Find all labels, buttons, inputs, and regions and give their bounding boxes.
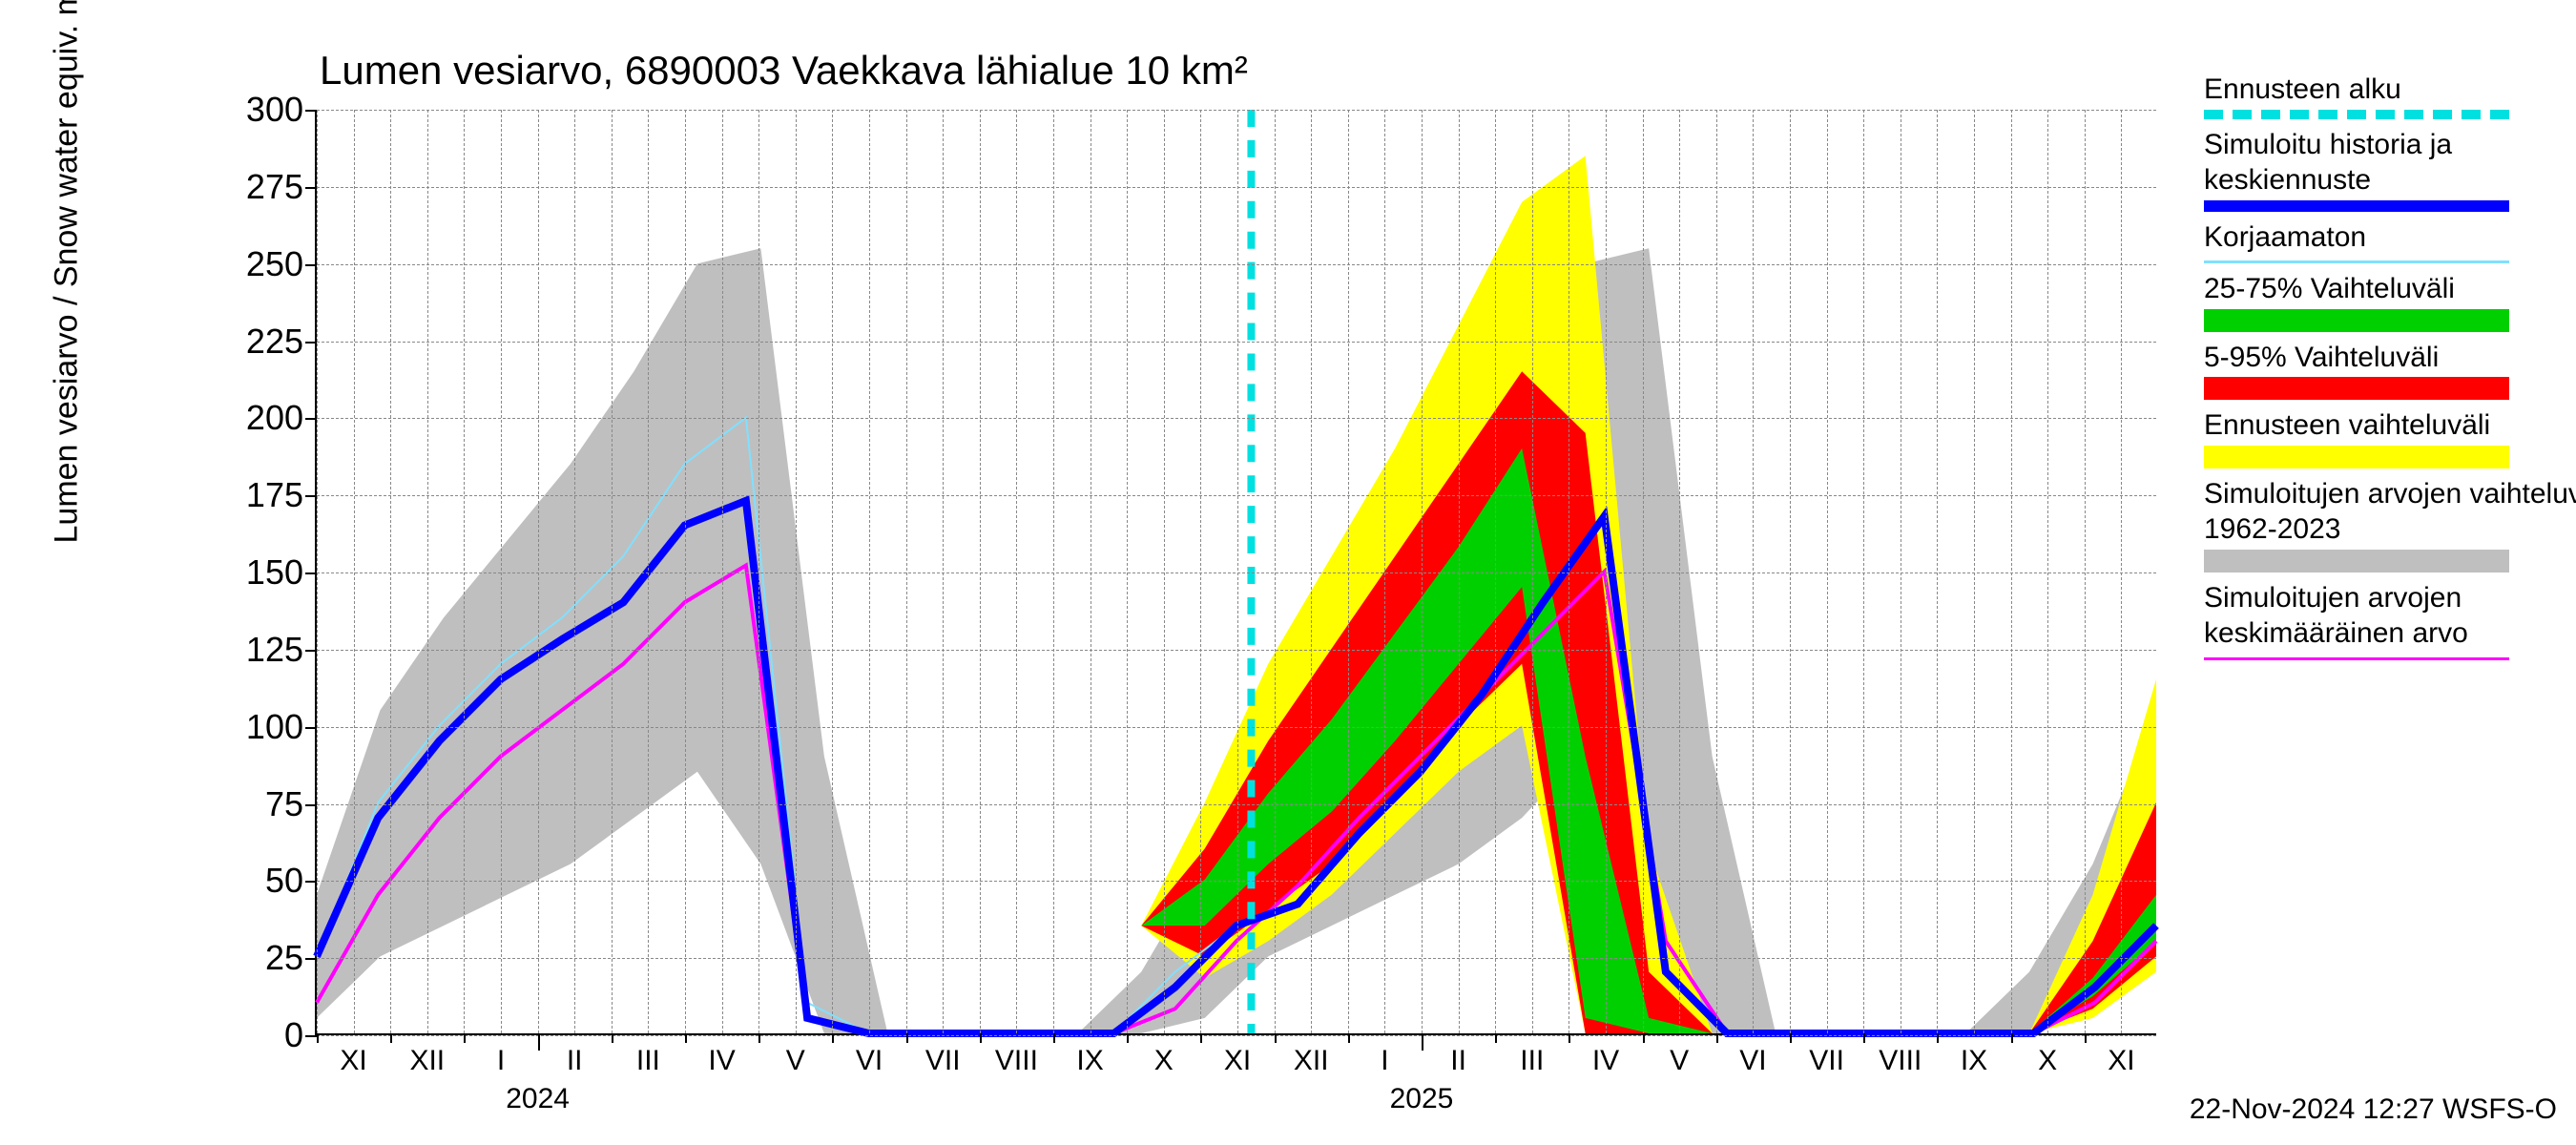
legend-item-sim_mean: Simuloitujen arvojen keskimääräinen arvo (2204, 580, 2576, 660)
x-year-label: 2025 (1390, 1083, 1454, 1115)
legend-swatch (2204, 200, 2509, 212)
legend-label: Ennusteen alku (2204, 72, 2576, 108)
x-tick-label: IV (708, 1045, 735, 1077)
y-tick-label: 0 (284, 1015, 303, 1055)
x-tick-label: II (1450, 1045, 1466, 1077)
x-tick-label: III (1520, 1045, 1544, 1077)
x-tick-label: V (786, 1045, 805, 1077)
y-tick-label: 150 (246, 552, 303, 593)
x-year-label: 2024 (506, 1083, 570, 1115)
legend-item-range_5_95: 5-95% Vaihteluväli (2204, 340, 2576, 401)
y-tick-label: 225 (246, 322, 303, 362)
x-tick-label: III (636, 1045, 660, 1077)
x-tick-label: VIII (1879, 1045, 1922, 1077)
legend-swatch (2204, 446, 2509, 468)
x-tick-label: IX (1076, 1045, 1103, 1077)
x-tick-label: XI (2108, 1045, 2134, 1077)
legend-swatch (2204, 309, 2509, 332)
legend-item-sim_range_hist: Simuloitujen arvojen vaihteluväli 1962-2… (2204, 476, 2576, 572)
chart-title: Lumen vesiarvo, 6890003 Vaekkava lähialu… (320, 48, 1248, 94)
legend-swatch (2204, 657, 2509, 660)
y-tick-label: 50 (265, 861, 303, 901)
legend-item-range_full: Ennusteen vaihteluväli (2204, 407, 2576, 468)
x-tick-label: XII (409, 1045, 445, 1077)
legend-label: 25-75% Vaihteluväli (2204, 271, 2576, 307)
y-tick-label: 200 (246, 398, 303, 438)
legend-label: Korjaamaton (2204, 219, 2576, 256)
timestamp: 22-Nov-2024 12:27 WSFS-O (2190, 1093, 2557, 1126)
legend-label: Simuloitujen arvojen keskimääräinen arvo (2204, 580, 2576, 652)
x-tick-label: IV (1592, 1045, 1619, 1077)
legend-label: Ennusteen vaihteluväli (2204, 407, 2576, 444)
y-tick-label: 175 (246, 475, 303, 515)
x-tick-label: V (1670, 1045, 1689, 1077)
chart-container: Lumen vesiarvo, 6890003 Vaekkava lähialu… (95, 19, 2538, 1107)
legend-label: Simuloitu historia ja keskiennuste (2204, 127, 2576, 198)
plot-area: 0255075100125150175200225250275300 XIXII… (315, 110, 2156, 1035)
x-tick-label: VII (1809, 1045, 1844, 1077)
x-tick-label: VIII (995, 1045, 1038, 1077)
x-tick-label: X (2038, 1045, 2057, 1077)
x-tick-label: VI (1739, 1045, 1766, 1077)
x-tick-label: I (1381, 1045, 1388, 1077)
x-tick-label: XI (1224, 1045, 1251, 1077)
legend-label: 5-95% Vaihteluväli (2204, 340, 2576, 376)
y-axis-label: Lumen vesiarvo / Snow water equiv. mm (49, 0, 86, 544)
y-tick-label: 250 (246, 244, 303, 284)
x-tick-label: X (1154, 1045, 1174, 1077)
y-tick-label: 275 (246, 167, 303, 207)
y-tick-label: 75 (265, 784, 303, 824)
legend-swatch (2204, 260, 2509, 263)
legend-item-range_25_75: 25-75% Vaihteluväli (2204, 271, 2576, 332)
x-tick-label: IX (1961, 1045, 1987, 1077)
y-tick-label: 300 (246, 90, 303, 130)
legend: Ennusteen alku Simuloitu historia ja kesk… (2204, 72, 2576, 668)
legend-item-forecast_start: Ennusteen alku (2204, 72, 2576, 119)
x-tick-label: II (567, 1045, 583, 1077)
legend-swatch (2204, 550, 2509, 572)
x-tick-label: XII (1294, 1045, 1329, 1077)
x-tick-label: VI (856, 1045, 883, 1077)
legend-item-history_median: Simuloitu historia ja keskiennuste (2204, 127, 2576, 212)
y-tick-label: 25 (265, 938, 303, 978)
legend-label: Simuloitujen arvojen vaihteluväli 1962-2… (2204, 476, 2576, 548)
x-tick-label: I (497, 1045, 505, 1077)
data-layer (317, 110, 2156, 1033)
y-tick-label: 125 (246, 630, 303, 670)
legend-swatch (2204, 377, 2509, 400)
x-tick-label: XI (340, 1045, 366, 1077)
x-tick-label: VII (925, 1045, 961, 1077)
legend-swatch (2204, 110, 2509, 119)
legend-item-uncorrected: Korjaamaton (2204, 219, 2576, 264)
y-tick-label: 100 (246, 707, 303, 747)
